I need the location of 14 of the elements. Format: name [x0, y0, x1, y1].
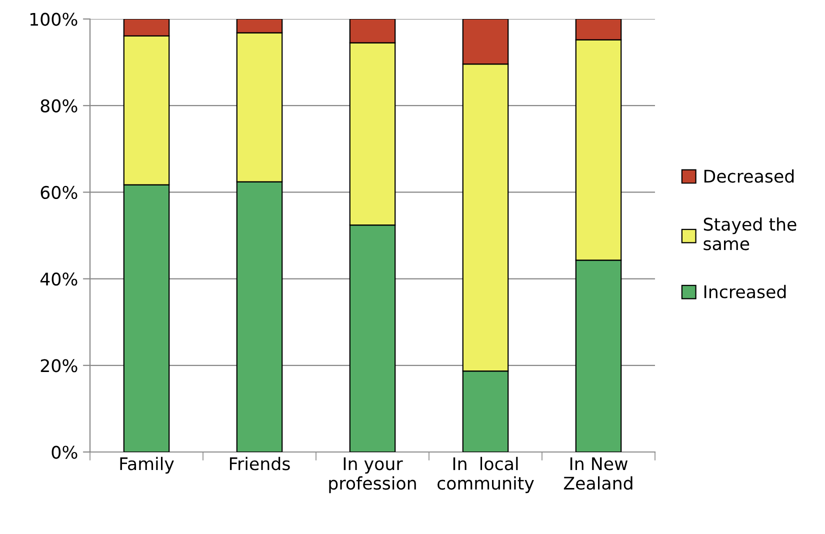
- x-tick-label: Family: [120, 456, 174, 474]
- y-tick-label: 20%: [40, 359, 78, 372]
- x-tick-label: Friends: [230, 456, 290, 470]
- y-tick-label: 80%: [40, 99, 78, 112]
- x-tick-label: In New Zealand: [564, 457, 632, 490]
- x-tick-label: In your profession: [329, 457, 416, 494]
- legend-label: Decreased: [704, 169, 794, 183]
- y-tick-label: 0%: [52, 446, 78, 459]
- y-tick-label: 40%: [40, 272, 78, 286]
- legend-label: Stayed the same: [704, 217, 796, 250]
- x-tick-label: In local community: [438, 456, 534, 494]
- y-tick-label: 100%: [30, 12, 78, 26]
- legend-label: Increased: [704, 284, 786, 298]
- y-tick-label: 60%: [40, 186, 78, 200]
